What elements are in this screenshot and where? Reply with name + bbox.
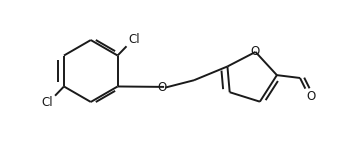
Text: Cl: Cl (42, 96, 53, 109)
Text: Cl: Cl (128, 33, 140, 46)
Text: O: O (157, 81, 167, 94)
Text: O: O (251, 45, 260, 59)
Text: O: O (306, 90, 315, 103)
